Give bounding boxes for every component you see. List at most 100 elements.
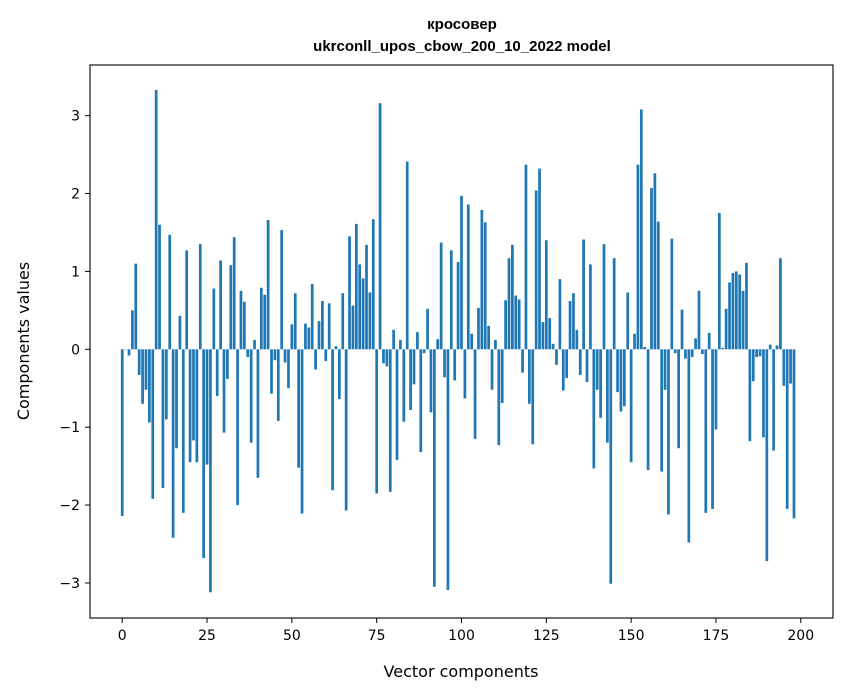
bar xyxy=(433,349,436,587)
y-tick-label: 3 xyxy=(71,109,80,125)
bar xyxy=(273,349,277,361)
bar xyxy=(687,349,691,543)
bar xyxy=(249,349,253,443)
bar xyxy=(422,349,426,354)
bar xyxy=(371,219,375,350)
x-tick-label: 175 xyxy=(703,628,730,644)
bar xyxy=(500,349,504,404)
bar xyxy=(680,309,684,350)
bar xyxy=(212,288,216,350)
bar xyxy=(697,290,701,350)
bar xyxy=(558,279,562,350)
bar xyxy=(531,349,535,445)
bar xyxy=(198,244,202,350)
bar xyxy=(473,349,477,439)
bar xyxy=(639,109,643,350)
bar xyxy=(463,349,467,399)
bar xyxy=(779,258,782,350)
bar xyxy=(168,234,172,350)
bar xyxy=(694,338,697,350)
bar xyxy=(259,287,263,350)
bar xyxy=(789,349,792,384)
bar xyxy=(670,238,674,350)
y-tick-label: −2 xyxy=(59,498,80,514)
bar xyxy=(460,195,463,350)
bar xyxy=(439,242,443,350)
bar xyxy=(385,349,389,367)
bar xyxy=(721,347,725,350)
bar xyxy=(375,349,379,494)
bar xyxy=(653,173,657,350)
bar xyxy=(283,349,287,363)
x-tick-label: 200 xyxy=(787,628,814,644)
bar xyxy=(236,349,239,506)
bar xyxy=(643,346,647,350)
bar xyxy=(684,349,687,359)
bar xyxy=(704,349,708,513)
bar xyxy=(148,349,151,423)
bar xyxy=(405,161,409,350)
bar xyxy=(426,308,429,350)
bar xyxy=(707,332,711,350)
bar xyxy=(731,272,735,350)
bar xyxy=(368,292,372,350)
bar xyxy=(548,318,552,350)
bar xyxy=(673,349,677,354)
x-tick-label: 100 xyxy=(448,628,475,644)
chart-title: кросовер xyxy=(427,16,497,33)
bar xyxy=(765,349,769,562)
bar xyxy=(734,271,738,350)
bar xyxy=(595,349,599,390)
bar xyxy=(449,250,453,350)
bar xyxy=(497,349,501,446)
bar xyxy=(215,349,219,397)
bar xyxy=(392,329,395,350)
bar xyxy=(263,294,267,350)
bar xyxy=(521,349,524,373)
bar xyxy=(517,299,521,350)
bar xyxy=(164,349,168,420)
bar xyxy=(361,278,365,350)
bar xyxy=(551,343,555,350)
bar xyxy=(514,295,518,350)
bar xyxy=(175,349,178,449)
bar xyxy=(656,221,660,350)
bar xyxy=(453,349,457,381)
bar xyxy=(538,168,541,350)
bar xyxy=(629,349,633,463)
bar xyxy=(490,349,494,390)
bar xyxy=(758,349,762,357)
bar xyxy=(436,339,440,350)
bar xyxy=(256,349,260,478)
bar xyxy=(158,224,161,350)
bar xyxy=(701,349,704,354)
bar xyxy=(300,349,304,514)
bar xyxy=(762,349,765,438)
bar xyxy=(751,349,755,382)
bar xyxy=(745,262,748,350)
bar xyxy=(195,349,199,463)
bar xyxy=(327,303,331,350)
bar xyxy=(351,305,355,350)
bar xyxy=(276,349,280,421)
bar xyxy=(782,349,786,386)
bar xyxy=(365,244,368,350)
bar xyxy=(317,321,321,350)
bar xyxy=(602,244,606,350)
bar xyxy=(297,349,300,468)
bar xyxy=(131,310,134,350)
bar xyxy=(412,349,416,385)
bar xyxy=(161,349,165,488)
bar xyxy=(144,349,148,390)
bar xyxy=(575,329,579,350)
bar xyxy=(555,349,558,365)
bar xyxy=(151,349,155,499)
bar xyxy=(310,283,314,350)
bar xyxy=(619,349,623,412)
bar xyxy=(755,349,759,358)
bar xyxy=(446,349,450,590)
bar xyxy=(728,282,731,350)
bar xyxy=(331,349,334,491)
chart-subtitle: ukrconll_upos_cbow_200_10_2022 model xyxy=(313,38,611,55)
bar xyxy=(154,89,158,350)
